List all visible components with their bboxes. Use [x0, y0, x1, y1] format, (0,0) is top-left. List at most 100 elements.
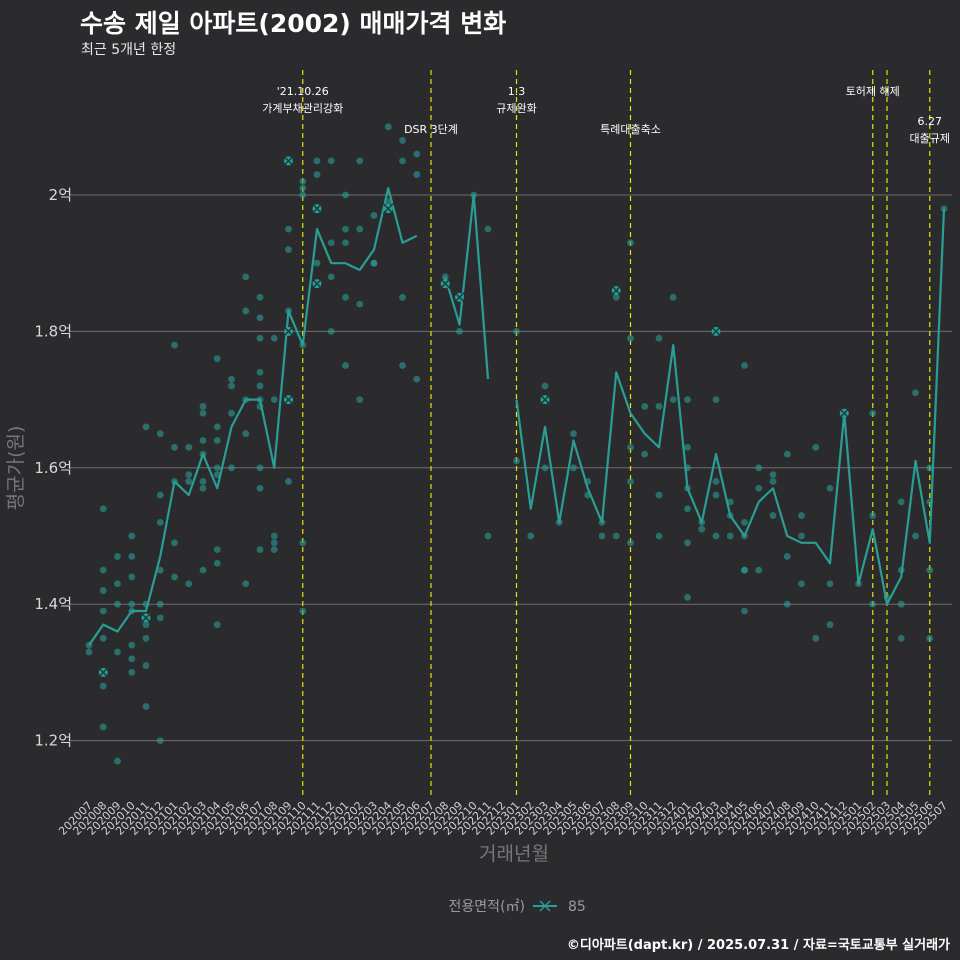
data-point-192: [769, 478, 777, 485]
data-point-106: [327, 157, 335, 165]
data-point-59: [213, 423, 221, 431]
x-marker-2: [283, 155, 294, 167]
annotation-text-3-0: 특례대출축소: [600, 123, 661, 136]
data-point-14: [114, 553, 121, 560]
data-point-111: [342, 191, 349, 199]
data-point-187: [741, 362, 748, 369]
data-point-32: [156, 600, 164, 608]
data-point-15: [128, 669, 136, 676]
data-point-117: [370, 259, 378, 267]
data-point-95: [299, 191, 307, 199]
data-point-177: [712, 396, 720, 403]
data-point-104: [327, 273, 335, 281]
legend-label-85: 85: [568, 899, 586, 915]
data-point-199: [798, 512, 805, 519]
data-point-115: [356, 157, 364, 165]
chart-title: 수송 제일 아파트(2002) 매매가격 변화: [80, 9, 507, 38]
data-point-101: [313, 171, 321, 178]
data-point-164: [669, 293, 677, 301]
x-markers: [97, 155, 850, 678]
data-point-112: [356, 396, 364, 403]
data-point-93: [299, 539, 307, 547]
data-point-220: [926, 464, 934, 472]
data-point-156: [627, 239, 634, 247]
data-point-109: [342, 239, 349, 247]
annotation-text-0-1: 가계부채관리강화: [262, 102, 343, 115]
data-point-204: [826, 484, 834, 492]
data-point-83: [270, 396, 278, 403]
x-marker-stroke-b-9: [454, 291, 465, 303]
x-marker-stroke-b-1: [140, 612, 152, 624]
data-point-209: [869, 409, 877, 417]
data-point-25: [142, 634, 150, 642]
data-point-33: [156, 566, 164, 574]
data-point-152: [627, 539, 634, 547]
data-point-69: [242, 273, 250, 281]
data-point-135: [484, 225, 492, 233]
scatter-points: [85, 123, 948, 765]
data-point-107: [342, 362, 349, 369]
data-point-197: [798, 580, 805, 588]
data-point-198: [798, 532, 805, 540]
data-point-103: [327, 328, 335, 335]
data-point-196: [783, 450, 791, 458]
data-point-163: [669, 396, 677, 403]
data-point-207: [869, 600, 877, 608]
data-point-122: [399, 362, 406, 369]
data-point-71: [256, 484, 264, 492]
data-point-174: [712, 532, 720, 540]
data-point-5: [99, 634, 107, 642]
y-tick-label-3: 1.8억: [34, 322, 72, 340]
data-point-97: [299, 177, 307, 185]
data-point-50: [199, 437, 207, 444]
series-line: [88, 187, 946, 646]
chart-subtitle: 최근 5개년 한정: [81, 42, 177, 58]
data-point-96: [299, 184, 307, 192]
data-point-190: [755, 464, 763, 472]
data-point-186: [741, 518, 748, 526]
data-point-4: [99, 723, 107, 731]
x-marker-stroke-b-0: [97, 666, 109, 678]
data-point-10: [114, 757, 121, 765]
annotation-text-2-0: 1.3: [508, 85, 526, 98]
data-point-34: [156, 518, 164, 526]
data-point-41: [171, 341, 178, 349]
data-point-128: [413, 150, 421, 158]
x-marker-6: [311, 278, 323, 290]
x-marker-8: [439, 278, 451, 290]
annotation-text-4-0: 토허제 해제: [846, 84, 900, 98]
data-point-203: [826, 580, 834, 588]
data-point-81: [270, 539, 278, 547]
data-point-11: [114, 648, 121, 656]
data-point-102: [313, 157, 321, 165]
data-point-150: [612, 293, 620, 301]
event-lines: [302, 70, 931, 795]
data-point-8: [99, 566, 107, 574]
data-point-31: [156, 614, 164, 622]
data-point-77: [256, 334, 264, 342]
data-point-172: [698, 525, 706, 533]
series-85-segment-1: [444, 193, 490, 380]
data-point-89: [285, 246, 292, 253]
data-point-84: [270, 334, 278, 342]
data-point-211: [897, 634, 905, 642]
data-point-218: [926, 566, 934, 574]
data-point-99: [313, 259, 321, 267]
data-point-162: [655, 334, 663, 342]
data-point-114: [356, 225, 364, 233]
y-tick-label-4: 2억: [49, 186, 72, 204]
data-point-217: [926, 634, 934, 642]
data-point-35: [156, 491, 164, 499]
data-point-68: [242, 307, 250, 315]
x-marker-3: [283, 325, 294, 337]
data-point-90: [285, 225, 292, 233]
data-point-166: [684, 539, 691, 547]
data-point-188: [755, 566, 763, 574]
y-tick-label-1: 1.4억: [34, 595, 72, 613]
x-marker-stroke-b-10: [539, 394, 551, 406]
data-point-16: [128, 655, 136, 663]
data-point-52: [199, 403, 207, 410]
data-point-170: [684, 443, 691, 451]
annotation-text-2-1: 규제완화: [496, 102, 536, 115]
